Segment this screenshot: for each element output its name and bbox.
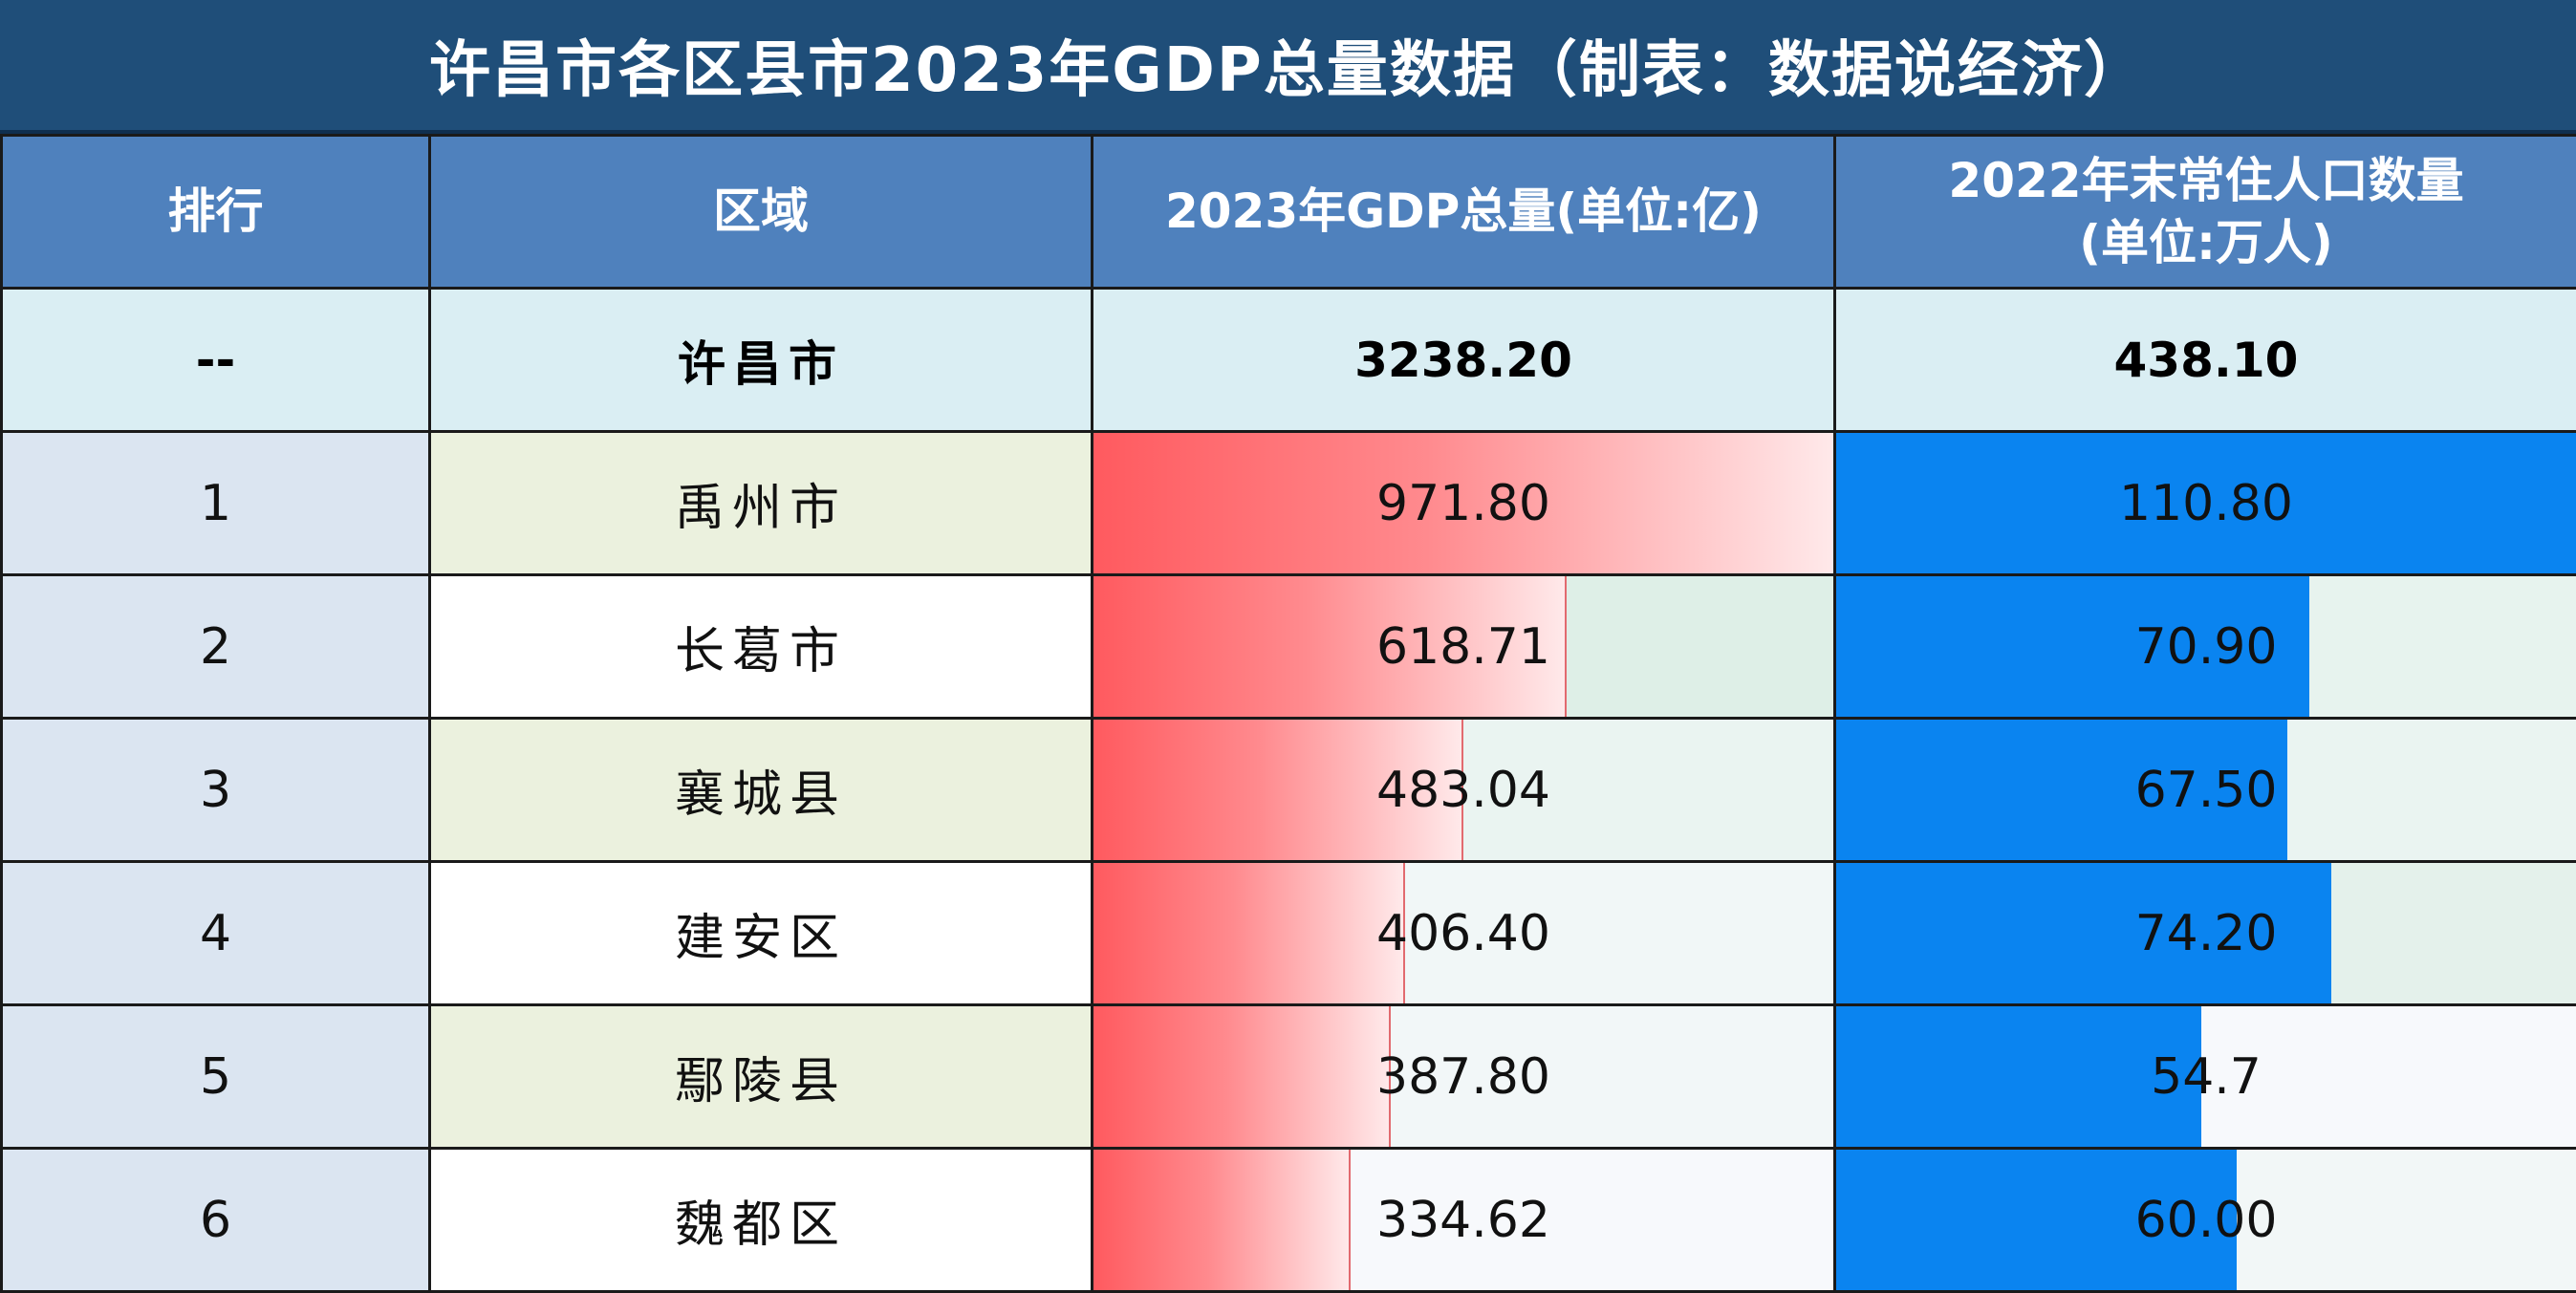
population-data-bar bbox=[1836, 1006, 2201, 1147]
gdp-data-bar bbox=[1093, 863, 1405, 1003]
gdp-cell: 971.80 bbox=[1093, 432, 1835, 575]
population-cell: 60.00 bbox=[1835, 1149, 2576, 1292]
population-cell: 54.7 bbox=[1835, 1005, 2576, 1149]
header-region: 区域 bbox=[430, 136, 1093, 289]
header-row: 排行 区域 2023年GDP总量(单位:亿) 2022年末常住人口数量 (单位:… bbox=[2, 136, 2576, 289]
population-value: 70.90 bbox=[2135, 618, 2278, 676]
header-gdp: 2023年GDP总量(单位:亿) bbox=[1093, 136, 1835, 289]
header-rank: 排行 bbox=[2, 136, 430, 289]
region-cell: 长葛市 bbox=[430, 575, 1093, 719]
gdp-cell: 387.80 bbox=[1093, 1005, 1835, 1149]
header-population-line1: 2022年末常住人口数量 bbox=[1836, 150, 2576, 212]
population-value: 60.00 bbox=[2135, 1192, 2278, 1249]
rank-cell: 3 bbox=[2, 719, 430, 862]
header-population: 2022年末常住人口数量 (单位:万人) bbox=[1835, 136, 2576, 289]
gdp-value: 971.80 bbox=[1376, 475, 1550, 532]
gdp-data-bar bbox=[1093, 1006, 1391, 1147]
region-cell: 建安区 bbox=[430, 862, 1093, 1005]
population-value: 54.7 bbox=[2151, 1048, 2262, 1106]
total-row: -- 许昌市 3238.20 438.10 bbox=[2, 289, 2576, 432]
region-cell: 鄢陵县 bbox=[430, 1005, 1093, 1149]
region-cell: 禹州市 bbox=[430, 432, 1093, 575]
header-population-line2: (单位:万人) bbox=[1836, 212, 2576, 274]
gdp-cell: 406.40 bbox=[1093, 862, 1835, 1005]
total-rank: -- bbox=[2, 289, 430, 432]
population-value: 67.50 bbox=[2135, 762, 2278, 819]
population-cell: 110.80 bbox=[1835, 432, 2576, 575]
population-cell: 74.20 bbox=[1835, 862, 2576, 1005]
population-value: 110.80 bbox=[2119, 475, 2293, 532]
gdp-cell: 618.71 bbox=[1093, 575, 1835, 719]
gdp-cell: 334.62 bbox=[1093, 1149, 1835, 1292]
total-population: 438.10 bbox=[1835, 289, 2576, 432]
gdp-value: 618.71 bbox=[1376, 618, 1550, 676]
region-cell: 襄城县 bbox=[430, 719, 1093, 862]
population-value: 74.20 bbox=[2135, 905, 2278, 962]
gdp-value: 483.04 bbox=[1376, 762, 1550, 819]
gdp-data-bar bbox=[1093, 1150, 1351, 1290]
gdp-value: 406.40 bbox=[1376, 905, 1550, 962]
population-cell: 67.50 bbox=[1835, 719, 2576, 862]
table-title: 许昌市各区县市2023年GDP总量数据（制表：数据说经济） bbox=[0, 0, 2576, 134]
rank-cell: 6 bbox=[2, 1149, 430, 1292]
gdp-table: 排行 区域 2023年GDP总量(单位:亿) 2022年末常住人口数量 (单位:… bbox=[0, 134, 2576, 1293]
gdp-value: 387.80 bbox=[1376, 1048, 1550, 1106]
total-region: 许昌市 bbox=[430, 289, 1093, 432]
rank-cell: 1 bbox=[2, 432, 430, 575]
region-cell: 魏都区 bbox=[430, 1149, 1093, 1292]
rank-cell: 4 bbox=[2, 862, 430, 1005]
total-gdp: 3238.20 bbox=[1093, 289, 1835, 432]
gdp-value: 334.62 bbox=[1376, 1192, 1550, 1249]
gdp-cell: 483.04 bbox=[1093, 719, 1835, 862]
population-cell: 70.90 bbox=[1835, 575, 2576, 719]
rank-cell: 2 bbox=[2, 575, 430, 719]
rank-cell: 5 bbox=[2, 1005, 430, 1149]
